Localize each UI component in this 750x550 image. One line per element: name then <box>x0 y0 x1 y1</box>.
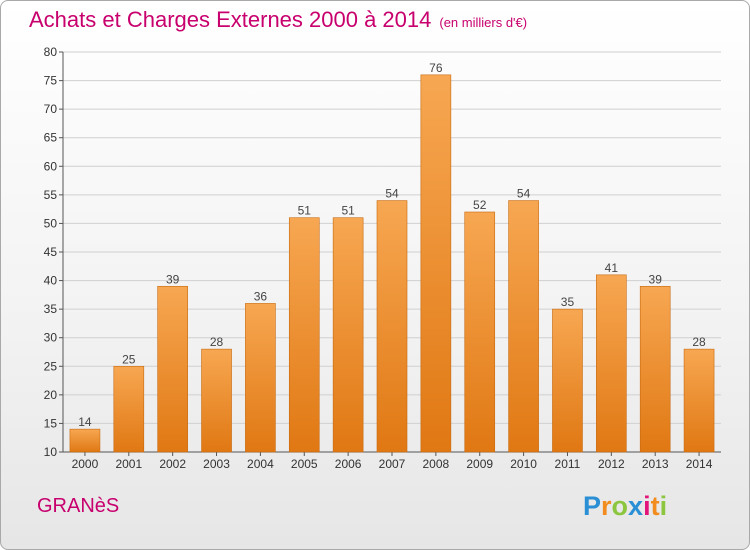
bar-2002 <box>157 285 188 453</box>
bar-2014 <box>683 348 715 453</box>
labels: 10 15 20 25 30 35 40 45 50 55 60 65 70 75 80 14 2000 25 20… <box>44 45 713 471</box>
x-tick-label-2008: 2008 <box>423 457 450 471</box>
x-tick-label-2000: 2000 <box>72 457 99 471</box>
logo-letter: t <box>650 491 660 521</box>
value-label-2011: 35 <box>561 295 575 309</box>
bar-2013 <box>639 285 671 453</box>
value-label-2002: 39 <box>166 272 180 286</box>
value-label-2006: 51 <box>341 204 355 218</box>
y-tick-label: 80 <box>44 45 58 59</box>
y-tick-label: 55 <box>44 188 58 202</box>
x-tick-label-2012: 2012 <box>598 457 625 471</box>
value-label-2000: 14 <box>78 415 92 429</box>
title-unit: (en milliers d'€) <box>439 15 528 30</box>
bar-2012 <box>596 274 627 453</box>
x-tick-label-2014: 2014 <box>686 457 713 471</box>
x-tick-label-2007: 2007 <box>379 457 406 471</box>
value-label-2012: 41 <box>605 261 619 275</box>
x-tick-label-2004: 2004 <box>247 457 274 471</box>
y-tick-label: 35 <box>44 302 58 316</box>
x-tick-label-2010: 2010 <box>510 457 537 471</box>
value-label-2010: 54 <box>517 187 531 201</box>
y-tick-label: 30 <box>44 331 58 345</box>
y-tick-label: 45 <box>44 245 58 259</box>
x-tick-label-2003: 2003 <box>203 457 230 471</box>
value-label-2014: 28 <box>692 335 706 349</box>
bar-2009 <box>464 211 496 453</box>
y-tick-label: 60 <box>44 159 58 173</box>
value-label-2003: 28 <box>210 335 224 349</box>
title-text: Achats et Charges Externes 2000 à 2014 <box>29 7 432 32</box>
x-tick-label-2006: 2006 <box>335 457 362 471</box>
logo-letter: i <box>643 491 651 521</box>
y-tick-label: 10 <box>44 445 58 459</box>
y-tick-label: 70 <box>44 102 58 116</box>
y-tick-label: 65 <box>44 131 58 145</box>
bar-2010 <box>508 200 539 453</box>
logo-letter: o <box>611 491 629 521</box>
bar-2005 <box>288 217 320 453</box>
y-tick-label: 40 <box>44 274 58 288</box>
x-tick-label-2005: 2005 <box>291 457 318 471</box>
y-tick-label: 75 <box>44 74 58 88</box>
bar-2003 <box>201 348 232 453</box>
y-tick-label: 25 <box>44 359 58 373</box>
x-tick-label-2002: 2002 <box>159 457 186 471</box>
logo-letter: i <box>659 491 668 521</box>
bar-2000 <box>69 428 101 453</box>
logo-letter: x <box>628 491 644 521</box>
value-label-2005: 51 <box>298 204 312 218</box>
x-tick-label-2009: 2009 <box>466 457 493 471</box>
bar-2006 <box>332 217 364 453</box>
bar-2011 <box>552 308 583 453</box>
value-label-2009: 52 <box>473 198 487 212</box>
proxiti-logo[interactable]: Proxiti <box>583 491 667 522</box>
bar-2007 <box>376 200 408 453</box>
x-tick-label-2001: 2001 <box>115 457 142 471</box>
x-tick-label-2013: 2013 <box>642 457 669 471</box>
commune-name: GRANèS <box>37 495 120 517</box>
y-tick-label: 20 <box>44 388 58 402</box>
value-label-2004: 36 <box>254 289 268 303</box>
chart-title: Achats et Charges Externes 2000 à 2014 (e… <box>29 7 527 33</box>
logo-letter: r <box>601 491 612 521</box>
y-tick-label: 50 <box>44 216 58 230</box>
y-tick-label: 15 <box>44 416 58 430</box>
logo-letter: P <box>583 491 602 521</box>
bar-2001 <box>113 365 145 453</box>
value-label-2013: 39 <box>649 272 663 286</box>
bars <box>69 74 715 453</box>
value-label-2008: 76 <box>429 61 443 75</box>
bar-2008 <box>420 74 452 453</box>
bar-2004 <box>245 303 276 453</box>
value-label-2001: 25 <box>122 352 136 366</box>
value-label-2007: 54 <box>385 187 399 201</box>
x-tick-label-2011: 2011 <box>555 457 581 471</box>
